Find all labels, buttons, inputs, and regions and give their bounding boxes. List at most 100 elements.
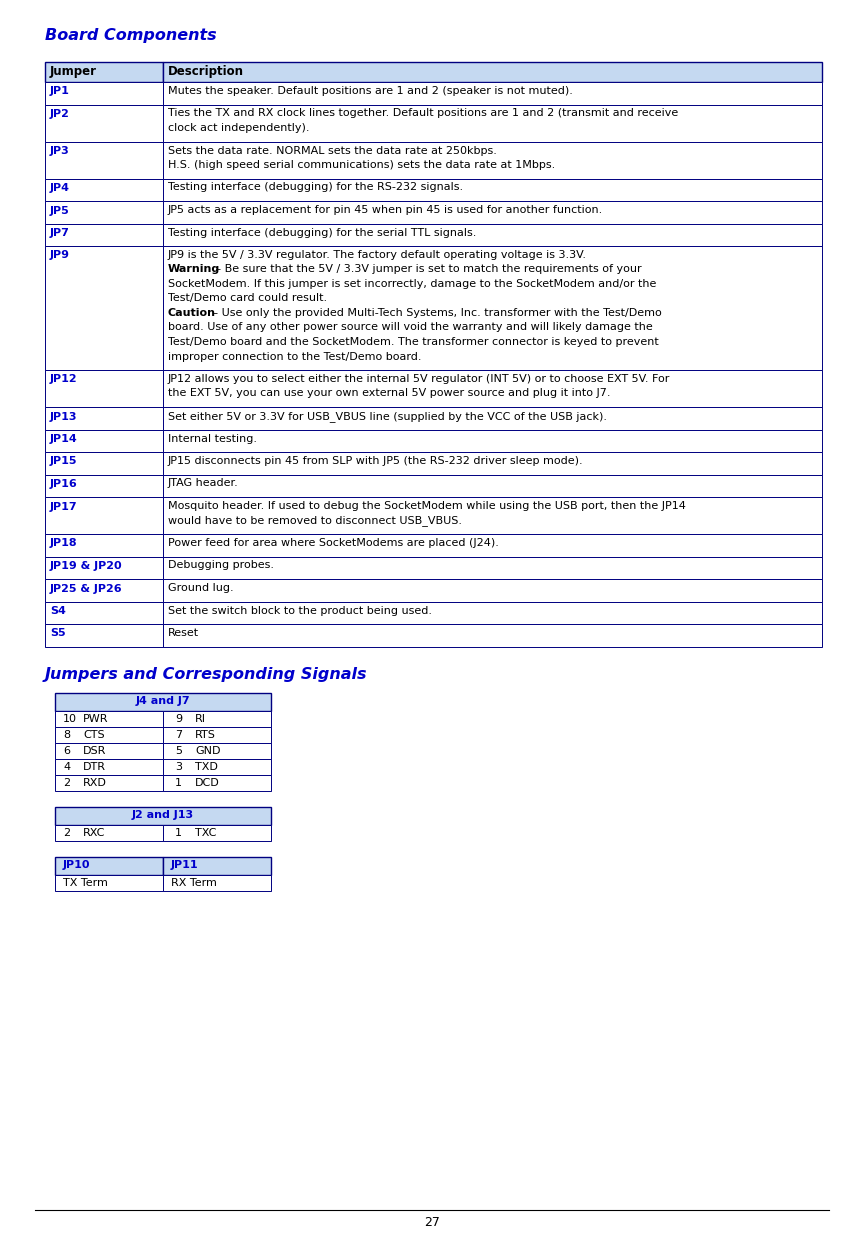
Bar [55, 807, 271, 824]
Text: – Use only the provided Multi-Tech Systems, Inc. transformer with the Test/Demo: – Use only the provided Multi-Tech Syste… [209, 308, 662, 318]
Text: 10: 10 [63, 713, 77, 723]
Text: JP5 acts as a replacement for pin 45 when pin 45 is used for another function.: JP5 acts as a replacement for pin 45 whe… [168, 205, 603, 215]
Bar [163, 142, 822, 179]
Text: JP9: JP9 [50, 251, 70, 260]
Text: JP15 disconnects pin 45 from SLP with JP5 (the RS-232 driver sleep mode).: JP15 disconnects pin 45 from SLP with JP… [168, 457, 583, 466]
Text: JP14: JP14 [50, 434, 78, 444]
Text: Ground lug.: Ground lug. [168, 582, 233, 594]
Text: RTS: RTS [195, 729, 216, 739]
Text: RX Term: RX Term [171, 877, 217, 887]
Bar [45, 497, 163, 534]
Text: JP12 allows you to select either the internal 5V regulator (INT 5V) or to choose: JP12 allows you to select either the int… [168, 374, 670, 384]
Text: 2: 2 [63, 777, 70, 787]
Bar [163, 246, 822, 370]
Bar [55, 727, 163, 743]
Bar [45, 223, 163, 246]
Text: DCD: DCD [195, 777, 219, 787]
Text: JP9 is the 5V / 3.3V regulator. The factory default operating voltage is 3.3V.: JP9 is the 5V / 3.3V regulator. The fact… [168, 251, 587, 260]
Bar [45, 370, 163, 407]
Text: Mutes the speaker. Default positions are 1 and 2 (speaker is not muted).: Mutes the speaker. Default positions are… [168, 86, 573, 96]
Text: Internal testing.: Internal testing. [168, 433, 257, 443]
Bar [163, 775, 271, 791]
Bar [45, 81, 163, 105]
Bar [163, 429, 822, 452]
Text: – Be sure that the 5V / 3.3V jumper is set to match the requirements of your: – Be sure that the 5V / 3.3V jumper is s… [212, 264, 642, 274]
Text: JP12: JP12 [50, 374, 78, 385]
Text: JP17: JP17 [50, 501, 78, 512]
Bar [55, 692, 271, 711]
Bar [163, 179, 822, 201]
Bar [163, 875, 271, 891]
Text: Set either 5V or 3.3V for USB_VBUS line (supplied by the VCC of the USB jack).: Set either 5V or 3.3V for USB_VBUS line … [168, 411, 607, 422]
Bar [55, 743, 163, 759]
Text: RXD: RXD [83, 777, 107, 787]
Bar [45, 201, 163, 223]
Text: 8: 8 [63, 729, 70, 739]
Bar [55, 711, 163, 727]
Text: 9: 9 [175, 713, 182, 723]
Bar [163, 475, 822, 497]
Text: Board Components: Board Components [45, 28, 217, 43]
Text: DSR: DSR [83, 745, 106, 755]
Bar [163, 62, 822, 81]
Text: DTR: DTR [83, 761, 106, 771]
Bar [163, 81, 822, 105]
Bar [55, 875, 163, 891]
Bar [45, 624, 163, 647]
Text: Debugging probes.: Debugging probes. [168, 560, 274, 570]
Text: Testing interface (debugging) for the RS-232 signals.: Testing interface (debugging) for the RS… [168, 183, 463, 193]
Text: Warning: Warning [168, 264, 220, 274]
Text: JP18: JP18 [50, 538, 78, 548]
Bar [163, 824, 271, 840]
Text: 5: 5 [175, 745, 182, 755]
Text: J4 and J7: J4 and J7 [136, 696, 190, 707]
Text: 3: 3 [175, 761, 182, 771]
Text: JP7: JP7 [50, 228, 70, 238]
Text: JP1: JP1 [50, 86, 70, 96]
Bar [163, 601, 822, 624]
Bar [55, 775, 163, 791]
Text: S5: S5 [50, 628, 66, 638]
Bar [45, 429, 163, 452]
Text: RXC: RXC [83, 828, 105, 838]
Text: TXD: TXD [195, 761, 218, 771]
Text: H.S. (high speed serial communications) sets the data rate at 1Mbps.: H.S. (high speed serial communications) … [168, 160, 556, 170]
Bar [45, 601, 163, 624]
Text: SocketModem. If this jumper is set incorrectly, damage to the SocketModem and/or: SocketModem. If this jumper is set incor… [168, 279, 657, 289]
Text: RI: RI [195, 713, 206, 723]
Text: GND: GND [195, 745, 220, 755]
Bar [45, 557, 163, 579]
Text: JTAG header.: JTAG header. [168, 479, 238, 489]
Text: Jumper: Jumper [50, 65, 97, 79]
Text: S4: S4 [50, 606, 66, 616]
Text: 2: 2 [63, 828, 70, 838]
Bar [45, 246, 163, 370]
Text: PWR: PWR [83, 713, 109, 723]
Text: TXC: TXC [195, 828, 216, 838]
Text: TX Term: TX Term [63, 877, 108, 887]
Bar [163, 727, 271, 743]
Text: JP15: JP15 [50, 457, 78, 466]
Bar [163, 452, 822, 475]
Bar [45, 579, 163, 601]
Text: 7: 7 [175, 729, 182, 739]
Bar [163, 407, 822, 429]
Text: JP3: JP3 [50, 146, 70, 155]
Bar [163, 370, 822, 407]
Text: Ties the TX and RX clock lines together. Default positions are 1 and 2 (transmit: Ties the TX and RX clock lines together.… [168, 109, 678, 118]
Bar [163, 759, 271, 775]
Text: CTS: CTS [83, 729, 105, 739]
Bar [163, 497, 822, 534]
Text: clock act independently).: clock act independently). [168, 123, 309, 133]
Text: the EXT 5V, you can use your own external 5V power source and plug it into J7.: the EXT 5V, you can use your own externa… [168, 389, 611, 399]
Bar [163, 856, 271, 875]
Bar [55, 856, 163, 875]
Text: Description: Description [168, 65, 244, 79]
Text: improper connection to the Test/Demo board.: improper connection to the Test/Demo boa… [168, 352, 422, 362]
Bar [45, 534, 163, 557]
Text: Caution: Caution [168, 308, 216, 318]
Bar [163, 534, 822, 557]
Text: Mosquito header. If used to debug the SocketModem while using the USB port, then: Mosquito header. If used to debug the So… [168, 501, 686, 511]
Bar [163, 557, 822, 579]
Bar [55, 759, 163, 775]
